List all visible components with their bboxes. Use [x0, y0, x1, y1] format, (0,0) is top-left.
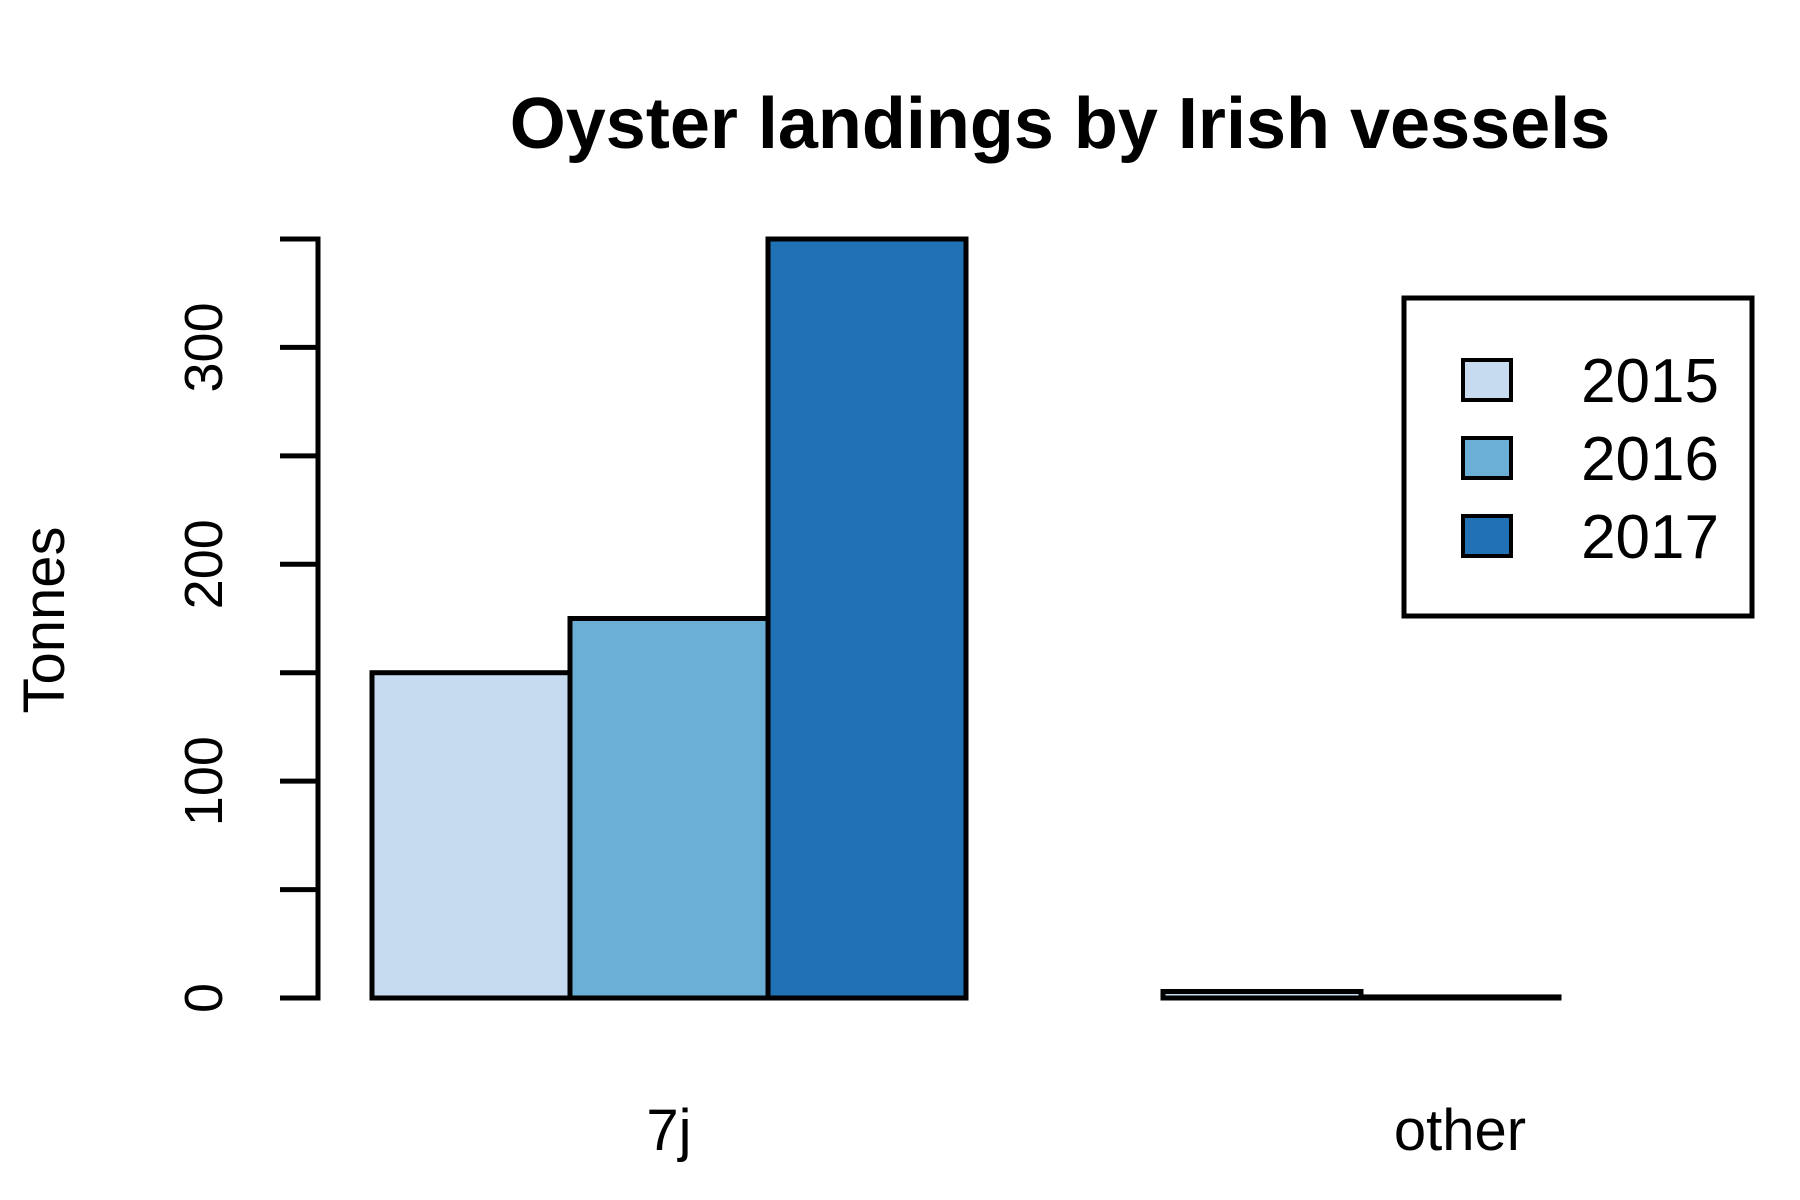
bar-other-2015 — [1160, 988, 1364, 1001]
chart-title: Oyster landings by Irish vessels — [510, 84, 1611, 164]
bar-series-group — [369, 236, 1562, 1001]
bar-7j-2015 — [369, 670, 573, 1001]
y-axis: 0 100 200 300 — [174, 236, 321, 1013]
bar-other-2016 — [1358, 994, 1562, 1001]
x-category-label: other — [1394, 1098, 1526, 1163]
legend-swatch-2016 — [1461, 436, 1513, 480]
y-axis-label: Tonnes — [12, 526, 77, 713]
y-tick-label: 300 — [174, 302, 234, 392]
y-tick-label: 200 — [174, 519, 234, 609]
x-category-label: 7j — [646, 1098, 691, 1163]
y-tick-label: 100 — [174, 736, 234, 826]
x-axis-category-labels: 7j other — [646, 1098, 1526, 1163]
y-tick-label: 0 — [174, 983, 234, 1013]
legend-label-2017: 2017 — [1581, 503, 1719, 572]
bar-7j-2016 — [567, 616, 771, 1001]
legend-swatch-2017 — [1461, 514, 1513, 558]
legend-label-2016: 2016 — [1581, 425, 1719, 494]
legend-swatch-2015 — [1461, 358, 1513, 402]
legend-box — [1401, 295, 1755, 619]
bar-7j-2017 — [765, 236, 969, 1001]
legend-label-2015: 2015 — [1581, 347, 1719, 416]
legend: 2015 2016 2017 — [1401, 295, 1755, 619]
